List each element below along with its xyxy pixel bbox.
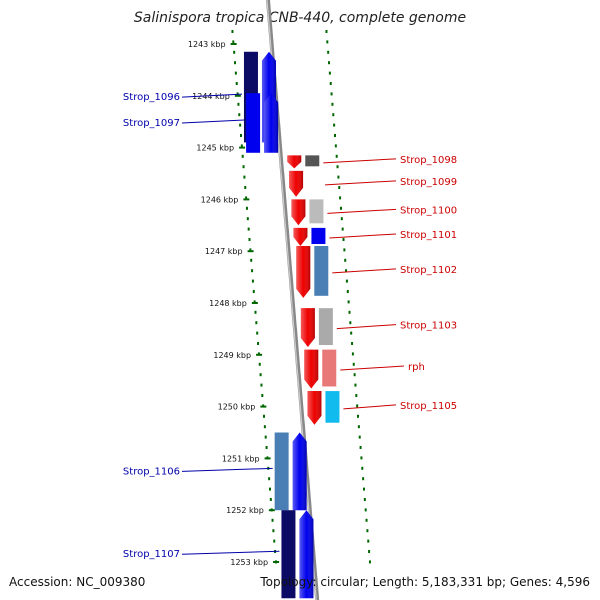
gene-label: Strop_1105 (400, 401, 457, 412)
label-leader (181, 119, 245, 124)
tick-label: 1248 kbp (209, 299, 247, 308)
cog-box (305, 155, 320, 167)
label-leader (343, 404, 397, 410)
gene-label: Strop_1103 (400, 321, 457, 332)
cog-box (314, 246, 329, 296)
tick-label: 1250 kbp (218, 403, 256, 412)
label-leader (181, 550, 280, 555)
cog-box (322, 349, 337, 387)
gene-feature (293, 227, 326, 247)
label-leader (181, 93, 242, 98)
gene-label: Strop_1106 (123, 466, 180, 477)
tick-label: 1253 kbp (230, 558, 268, 567)
tick-label: 1245 kbp (196, 144, 234, 153)
cog-box (274, 432, 289, 511)
gene-label: Strop_1107 (123, 549, 180, 560)
gene-feature (281, 510, 314, 599)
topology-text: Topology: circular; Length: 5,183,331 bp… (260, 575, 590, 589)
label-leader (323, 158, 397, 164)
gene-feature (289, 170, 322, 197)
gene-label: Strop_1099 (400, 177, 457, 188)
gene-label: rph (408, 362, 425, 373)
accession-text: Accession: NC_009380 (9, 575, 146, 589)
gene-label: Strop_1101 (400, 230, 457, 241)
gene-feature (304, 349, 337, 389)
label-leader (329, 233, 397, 239)
gene-feature (296, 246, 329, 298)
kbp-ticks: 1243 kbp 1244 kbp 1245 kbp 1246 kbp 1247 kbp… (188, 40, 280, 567)
cog-box (318, 308, 333, 346)
gene-label: Strop_1096 (123, 92, 180, 103)
cog-box (309, 199, 324, 224)
label-leader (327, 208, 397, 214)
gene-label: Strop_1097 (123, 118, 180, 129)
gene-label: Strop_1100 (400, 205, 457, 216)
label-leader (325, 180, 397, 186)
cog-box (246, 93, 261, 153)
label-leader (332, 268, 397, 274)
map-title: Salinispora tropica CNB-440, complete ge… (134, 10, 466, 26)
tick-label: 1244 kbp (192, 92, 230, 101)
tick-label: 1247 kbp (205, 247, 243, 256)
gene-label: Strop_1098 (400, 155, 457, 166)
gene-feature (307, 391, 340, 425)
gene-feature (287, 155, 320, 169)
tick-label: 1246 kbp (201, 195, 239, 204)
tick-label: 1243 kbp (188, 40, 226, 49)
gene-feature (291, 199, 324, 226)
gene-feature (246, 93, 279, 153)
cog-box (311, 227, 326, 245)
label-leader (340, 365, 405, 371)
cog-box (325, 391, 340, 423)
gene-feature (274, 432, 307, 511)
gene-label: Strop_1102 (400, 265, 457, 276)
tick-label: 1251 kbp (222, 454, 260, 463)
dotted-tracks (231, 30, 371, 564)
gene-feature (300, 308, 333, 348)
cog-box (306, 170, 322, 196)
gene-features (243, 51, 340, 599)
label-leader (336, 324, 397, 330)
gene-labels: Strop_1096 Strop_1097 Strop_1098 Strop_1099… (123, 92, 457, 560)
tick-label: 1249 kbp (213, 351, 251, 360)
cog-box (281, 510, 296, 599)
tick-label: 1252 kbp (226, 506, 264, 515)
label-leader (181, 467, 273, 472)
